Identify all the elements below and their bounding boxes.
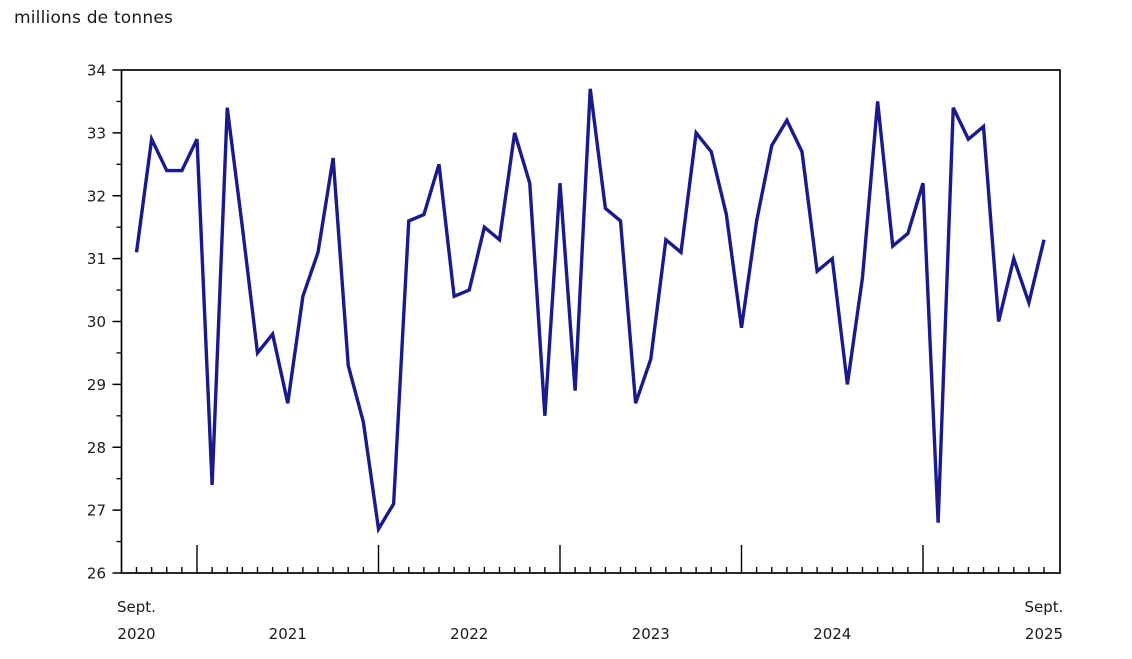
y-axis-ticks — [112, 69, 122, 574]
y-tick-label: 32 — [87, 187, 106, 205]
x-year-label: 2023 — [632, 625, 670, 643]
x-year-label: 2021 — [269, 625, 307, 643]
x-end-month-label: Sept. — [1025, 598, 1064, 616]
x-end-year-label: 2025 — [1025, 625, 1063, 643]
y-tick-label: 28 — [87, 439, 106, 457]
chart-title: millions de tonnes — [14, 8, 174, 28]
data-line — [134, 88, 1046, 534]
x-year-label: 2022 — [450, 625, 488, 643]
x-start-year-label: 2020 — [117, 625, 155, 643]
y-tick-label: 31 — [87, 250, 106, 268]
x-axis-labels: Sept. 2020 Sept. 2025 2021 2022 2023 2024 — [117, 598, 1063, 643]
x-start-month-label: Sept. — [117, 598, 156, 616]
x-axis-ticks — [135, 545, 1045, 573]
y-tick-label: 33 — [87, 124, 106, 142]
x-year-label: 2024 — [813, 625, 851, 643]
y-tick-label: 34 — [87, 62, 106, 80]
y-tick-label: 29 — [87, 376, 106, 394]
y-tick-labels: 26 27 28 29 30 31 32 33 34 — [87, 62, 106, 583]
plot-border — [120, 69, 1061, 574]
y-tick-label: 27 — [87, 502, 106, 520]
y-tick-label: 30 — [87, 313, 106, 331]
y-tick-label: 26 — [87, 565, 106, 583]
